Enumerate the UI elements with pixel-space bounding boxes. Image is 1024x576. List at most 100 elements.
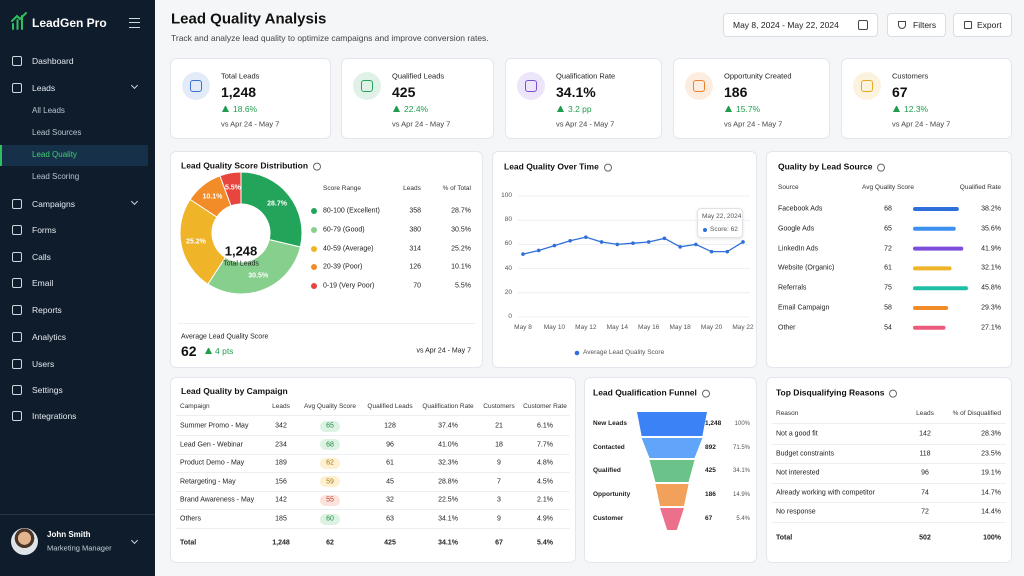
footer-comparison: vs Apr 24 - May 7 (416, 347, 471, 355)
kpi-icon-bg (182, 72, 210, 100)
header-button[interactable] (887, 13, 946, 37)
legend-leads: 358 (409, 207, 421, 215)
kpi-comparison: vs Apr 24 - May 7 (556, 119, 615, 129)
total-cell: 5.4% (537, 539, 553, 547)
table-cell: 7.7% (537, 441, 553, 449)
table-cell: 45 (386, 478, 394, 486)
x-tick-label: May 14 (606, 323, 628, 331)
legend-label: 0-19 (Very Poor) (323, 282, 375, 290)
kpi-comparison: vs Apr 24 - May 7 (892, 119, 951, 129)
stage-percent: 34.1% (732, 468, 750, 474)
column-header: Campaign (180, 402, 210, 410)
rate-label: 45.8% (981, 284, 1001, 292)
score-badge (320, 476, 340, 488)
column-header: Qualified Rate (959, 183, 1001, 191)
nav-item[interactable] (0, 353, 155, 375)
user-name: John Smith (47, 530, 91, 539)
nav-icon (12, 385, 22, 395)
source-name: LinkedIn Ads (778, 245, 819, 253)
user-role: Marketing Manager (47, 543, 112, 553)
legend-leads: 314 (409, 245, 421, 253)
nav-icon (12, 56, 22, 66)
column-header: Leads (272, 402, 290, 410)
legend-label: Average Lead Quality Score (583, 348, 665, 356)
table-cell: No response (776, 508, 816, 516)
kpi-card (841, 58, 1012, 139)
score-badge (320, 494, 340, 506)
stage-value: 892 (705, 443, 716, 451)
header-button[interactable] (953, 13, 1012, 37)
table-cell: 6.1% (537, 422, 553, 430)
nav-item[interactable] (0, 219, 155, 241)
nav-icon (12, 359, 22, 369)
stage-percent: 71.5% (732, 445, 750, 451)
sidebar (0, 0, 155, 576)
score-badge (320, 513, 340, 525)
total-cell: 502 (919, 534, 931, 542)
stage-label: Contacted (593, 443, 625, 451)
total-cell: 62 (326, 539, 334, 547)
nav-item[interactable] (0, 50, 155, 72)
subnav-item[interactable] (0, 101, 148, 122)
nav-icon (12, 225, 22, 235)
panel-title: Lead Quality by Campaign (181, 385, 288, 396)
kpi-icon (525, 80, 537, 92)
date-picker[interactable] (723, 13, 878, 37)
x-tick-label: May 18 (669, 323, 691, 331)
divider (178, 323, 475, 324)
panel-title: Top Disqualifying Reasons (776, 388, 897, 398)
table-cell: 2.1% (537, 496, 553, 504)
legend-label: 60-79 (Good) (323, 226, 365, 234)
page-subtitle: Track and analyze lead quality to optimi… (171, 32, 489, 43)
table-cell: 65 (326, 422, 334, 430)
tooltip-dot (703, 228, 707, 232)
menu-toggle[interactable] (129, 18, 140, 28)
table-cell: Summer Promo - May (180, 422, 249, 430)
kpi-change: 15.7% (736, 103, 761, 114)
table-cell: 142 (275, 496, 287, 504)
footer-value: 62 (181, 343, 197, 359)
column-header: Customer Rate (523, 402, 567, 410)
nav-item[interactable] (0, 272, 155, 294)
row-divider (772, 521, 1006, 523)
nav-item[interactable] (0, 379, 155, 401)
table-cell: Lead Gen - Webinar (180, 441, 243, 449)
table-cell: Others (180, 515, 202, 523)
kpi-arrow (393, 106, 400, 112)
subnav-item[interactable] (0, 144, 148, 166)
nav-item[interactable] (0, 193, 155, 215)
source-score: 61 (884, 264, 892, 272)
table-cell: 142 (919, 430, 931, 438)
nav-item[interactable] (0, 405, 155, 427)
legend-dot (311, 283, 317, 290)
kpi-card (170, 58, 331, 139)
total-cell: 425 (384, 539, 396, 547)
column-header: % of Disqualified (952, 409, 1001, 417)
nav-item[interactable] (0, 246, 155, 268)
legend-dot (311, 245, 317, 252)
stage-label: Qualified (593, 466, 621, 474)
panel (492, 151, 757, 368)
footer-label: Average Lead Quality Score (181, 333, 269, 341)
table-cell: 19.1% (981, 469, 1001, 477)
source-name: Google Ads (778, 225, 815, 233)
legend-percent: 10.1% (451, 263, 471, 271)
source-score: 75 (884, 284, 892, 292)
table-cell: 72 (921, 508, 929, 516)
y-tick-label: 100 (501, 191, 512, 199)
panel-title: Quality by Lead Source (778, 162, 885, 172)
nav-item[interactable] (0, 299, 155, 321)
legend-percent: 5.5% (455, 282, 471, 290)
row-divider (772, 463, 1006, 464)
total-cell: 100% (983, 534, 1001, 542)
nav-item[interactable] (0, 326, 155, 348)
table-cell: 22.5% (438, 496, 458, 504)
nav-item[interactable] (0, 77, 155, 99)
table-cell: 32.3% (438, 459, 458, 467)
kpi-value: 34.1% (556, 84, 596, 100)
legend-percent: 25.2% (451, 245, 471, 253)
column-header: Source (778, 183, 799, 191)
kpi-change: 12.3% (904, 103, 929, 114)
row-divider (176, 453, 570, 455)
column-header: % of Total (442, 184, 471, 192)
